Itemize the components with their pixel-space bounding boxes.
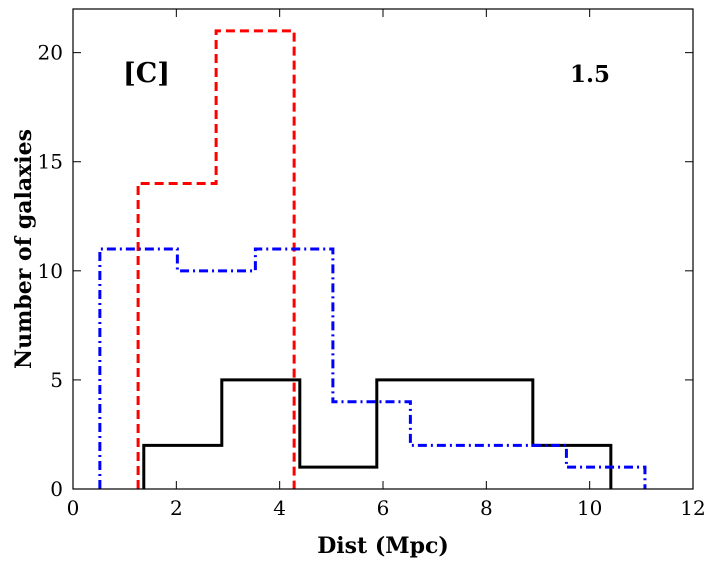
series-dashdot-blue <box>98 247 647 489</box>
x-tick-label: 10 <box>577 496 602 520</box>
axis-ticks: 0 2 4 6 8 10 12 0 5 10 15 20 <box>38 9 706 520</box>
series-group <box>98 29 647 489</box>
x-tick-label: 8 <box>480 496 493 520</box>
series-solid-black <box>142 378 613 489</box>
y-tick-label: 15 <box>38 150 63 174</box>
y-axis-label: Number of galaxies <box>11 129 37 369</box>
y-tick-label: 20 <box>38 41 63 65</box>
x-tick-label: 4 <box>273 496 286 520</box>
plot-frame <box>72 8 694 490</box>
annotation-value: 1.5 <box>570 61 610 88</box>
x-tick-label: 12 <box>680 496 705 520</box>
y-tick-label: 0 <box>50 477 63 501</box>
y-tick-label: 5 <box>50 368 63 392</box>
x-axis-label: Dist (Mpc) <box>317 533 449 559</box>
x-tick-label: 0 <box>67 496 80 520</box>
series-dashed-red <box>136 29 296 489</box>
x-tick-label: 2 <box>170 496 183 520</box>
annotation-label: [C] <box>123 58 170 89</box>
y-tick-label: 10 <box>38 259 63 283</box>
x-tick-label: 6 <box>377 496 390 520</box>
